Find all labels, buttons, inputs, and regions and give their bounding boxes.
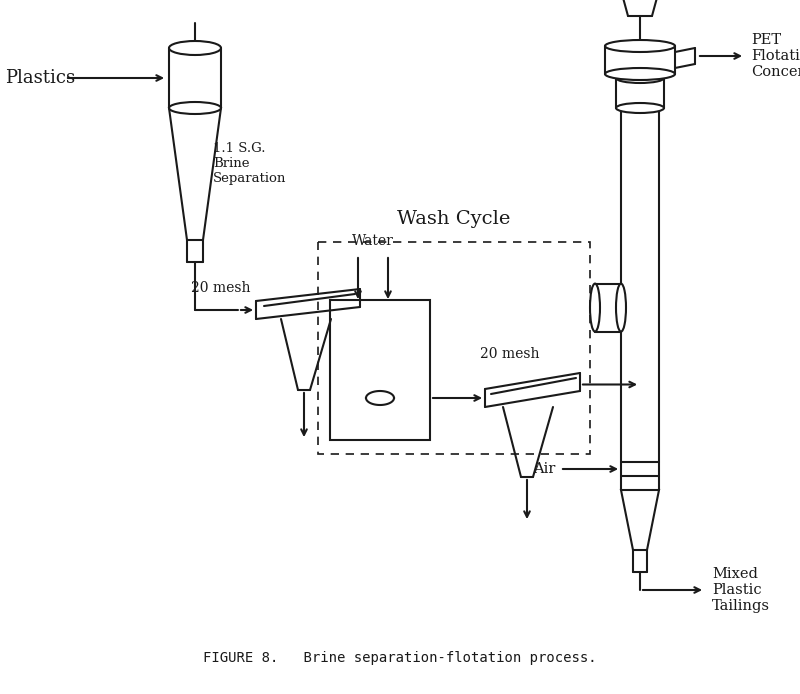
Ellipse shape [605,68,675,80]
Ellipse shape [169,41,221,55]
Ellipse shape [616,73,664,83]
Text: Air: Air [533,462,555,476]
Text: PS Brine
Concentrate: PS Brine Concentrate [287,0,379,1]
Text: PET
Flotation
Concentrate: PET Flotation Concentrate [751,33,800,79]
Bar [318,242,590,454]
Text: Mixed
Plastic
Tailings: Mixed Plastic Tailings [712,567,770,613]
Text: 20 mesh: 20 mesh [191,281,250,295]
Text: 20 mesh: 20 mesh [480,347,539,361]
Ellipse shape [605,40,675,52]
Text: 1.1 S.G.
Brine
Separation: 1.1 S.G. Brine Separation [213,142,286,185]
Ellipse shape [616,103,664,113]
Bar [330,300,430,440]
Ellipse shape [169,102,221,114]
Text: FIGURE 8.   Brine separation-flotation process.: FIGURE 8. Brine separation-flotation pro… [203,651,597,665]
Ellipse shape [616,284,626,332]
Text: Plastics: Plastics [5,69,75,87]
Text: Water: Water [352,234,394,248]
Text: Wash Cycle: Wash Cycle [398,210,510,228]
Ellipse shape [590,284,600,332]
